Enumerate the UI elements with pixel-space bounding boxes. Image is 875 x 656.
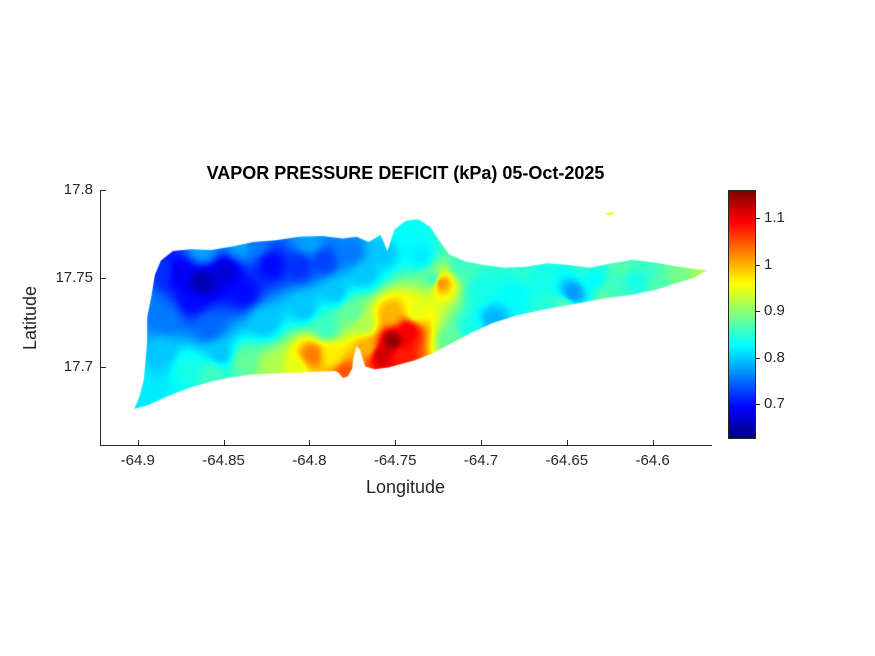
chart-title: VAPOR PRESSURE DEFICIT (kPa) 05-Oct-2025	[206, 163, 605, 183]
x-tick-label: -64.65	[545, 452, 589, 469]
x-tick-mark	[481, 440, 483, 445]
y-axis-label: Latitude	[20, 285, 40, 351]
y-tick-label: 17.8	[63, 181, 93, 198]
x-tick-mark	[137, 440, 139, 445]
x-axis-line	[100, 445, 712, 446]
x-tick-label: -64.75	[373, 452, 417, 469]
colorbar-tick-mark	[756, 311, 760, 313]
y-tick-mark	[101, 366, 106, 368]
x-tick-label: -64.9	[120, 452, 155, 469]
colorbar	[728, 190, 756, 439]
y-tick-label: 17.7	[63, 357, 93, 375]
y-tick-label: 17.75	[55, 269, 93, 287]
colorbar-tick-mark	[756, 217, 760, 219]
x-tick-label: -64.8	[292, 452, 327, 469]
y-tick-mark	[101, 278, 106, 280]
colorbar-tick-label: 0.8	[764, 348, 785, 366]
colorbar-tick-label: 0.7	[764, 395, 785, 413]
y-axis-line	[100, 190, 101, 446]
x-tick-mark	[652, 440, 654, 445]
x-tick-label: -64.6	[635, 452, 670, 469]
colorbar-tick-label: 0.9	[764, 302, 785, 320]
x-axis-label: Longitude	[365, 477, 446, 497]
x-tick-mark	[223, 440, 225, 445]
colorbar-tick-label: 1	[764, 255, 773, 273]
x-tick-mark	[309, 440, 311, 445]
x-tick-label: -64.85	[202, 452, 245, 469]
colorbar-tick-mark	[756, 357, 760, 359]
x-tick-label: -64.7	[463, 452, 499, 469]
colorbar-tick-mark	[756, 404, 760, 406]
colorbar-tick-mark	[756, 264, 760, 266]
x-tick-mark	[566, 440, 568, 445]
y-tick-mark	[101, 190, 106, 191]
x-tick-mark	[395, 440, 397, 445]
heatmap-canvas	[100, 190, 711, 446]
colorbar-tick-label: 1.1	[764, 208, 785, 226]
